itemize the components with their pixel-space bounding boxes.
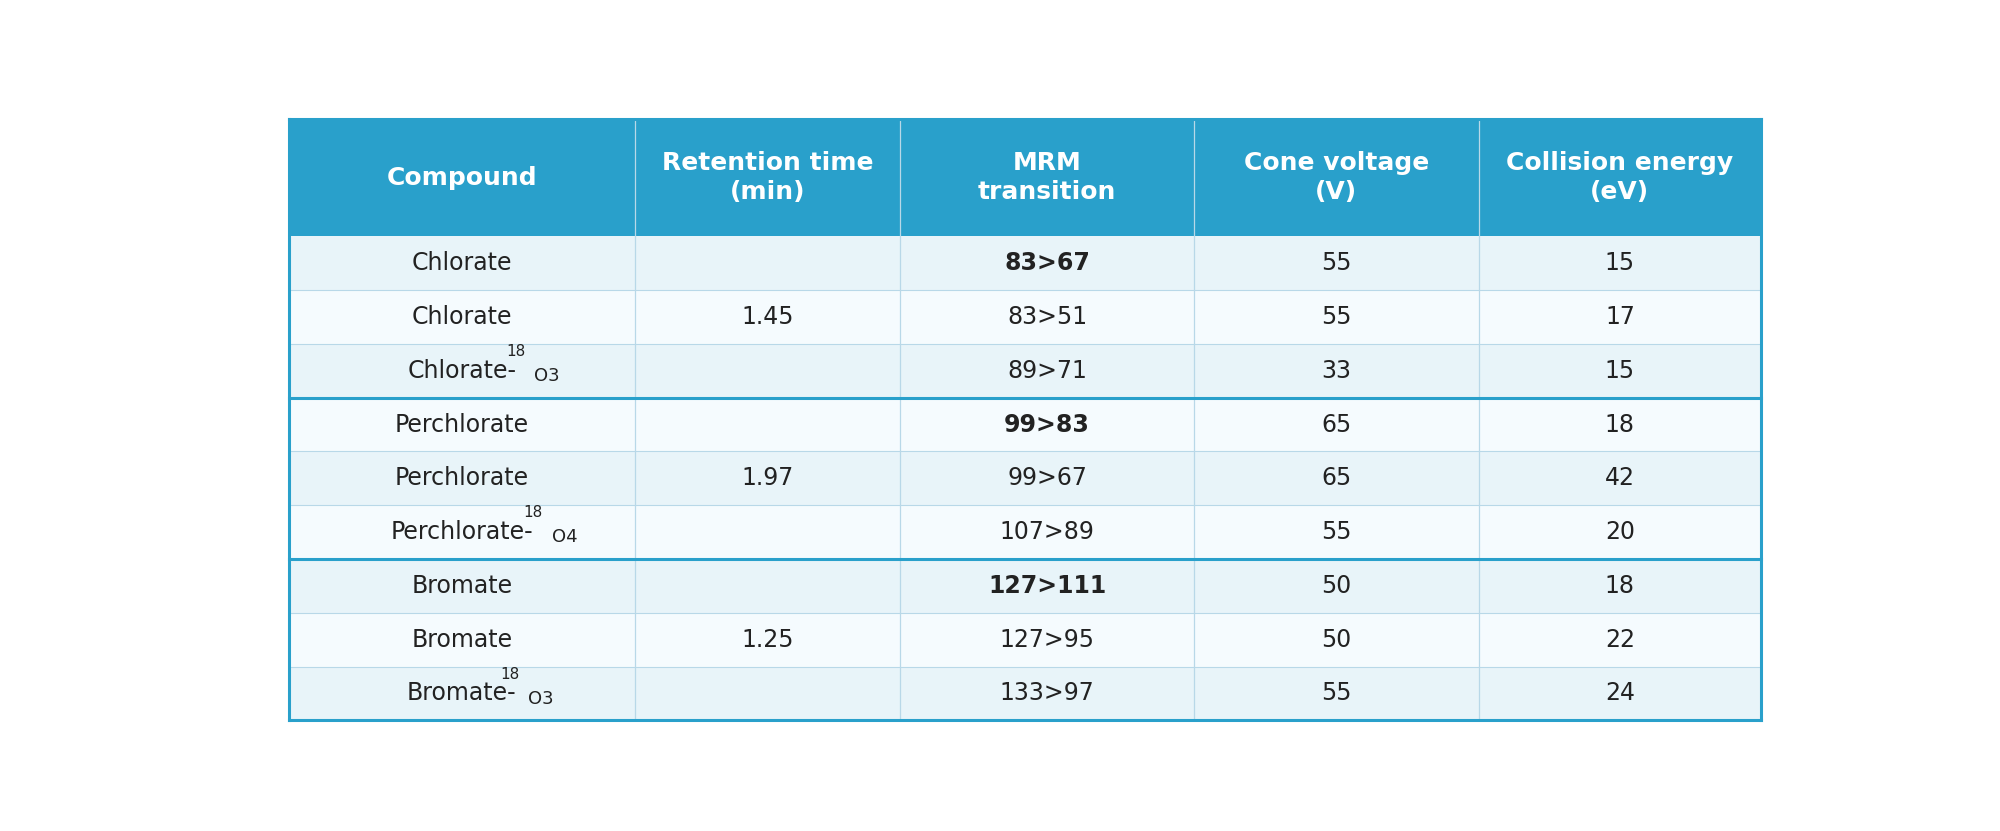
Text: 1.45: 1.45 — [742, 305, 794, 329]
Bar — [288, 290, 1762, 344]
Text: Bromate: Bromate — [412, 574, 512, 597]
Text: 99>67: 99>67 — [1008, 466, 1088, 490]
Text: 127>95: 127>95 — [1000, 627, 1094, 652]
Text: 83>51: 83>51 — [1008, 305, 1088, 329]
Text: 1.97: 1.97 — [742, 466, 794, 490]
Text: 83>67: 83>67 — [1004, 251, 1090, 275]
Bar — [288, 344, 1762, 397]
Text: O3: O3 — [534, 367, 560, 385]
Text: Perchlorate: Perchlorate — [394, 466, 528, 490]
Text: 55: 55 — [1322, 520, 1352, 544]
Text: Bromate-: Bromate- — [406, 681, 516, 706]
Text: 18: 18 — [500, 666, 520, 681]
Text: 50: 50 — [1322, 627, 1352, 652]
Bar — [288, 397, 1762, 451]
Text: 18: 18 — [1604, 574, 1634, 597]
Bar — [288, 666, 1762, 720]
Text: 22: 22 — [1604, 627, 1634, 652]
Bar — [288, 119, 1762, 236]
Text: 99>83: 99>83 — [1004, 412, 1090, 436]
Text: 1.25: 1.25 — [742, 627, 794, 652]
Bar — [288, 505, 1762, 559]
Text: Chlorate: Chlorate — [412, 305, 512, 329]
Text: 15: 15 — [1604, 251, 1634, 275]
Bar — [288, 236, 1762, 290]
Text: Chlorate-: Chlorate- — [408, 359, 516, 383]
Text: Perchlorate: Perchlorate — [394, 412, 528, 436]
Text: 107>89: 107>89 — [1000, 520, 1094, 544]
Text: Chlorate: Chlorate — [412, 251, 512, 275]
Text: Collision energy
(eV): Collision energy (eV) — [1506, 151, 1734, 204]
Text: 42: 42 — [1604, 466, 1634, 490]
Text: 89>71: 89>71 — [1008, 359, 1088, 383]
Text: O3: O3 — [528, 690, 554, 708]
Text: 55: 55 — [1322, 305, 1352, 329]
Text: Cone voltage
(V): Cone voltage (V) — [1244, 151, 1430, 204]
Text: 50: 50 — [1322, 574, 1352, 597]
Text: 65: 65 — [1322, 412, 1352, 436]
Text: Bromate: Bromate — [412, 627, 512, 652]
Bar — [288, 612, 1762, 666]
Bar — [288, 559, 1762, 612]
Text: MRM
transition: MRM transition — [978, 151, 1116, 204]
Text: 55: 55 — [1322, 251, 1352, 275]
Text: O4: O4 — [552, 529, 578, 547]
Text: Compound: Compound — [386, 165, 538, 189]
Text: 24: 24 — [1604, 681, 1634, 706]
Bar — [288, 451, 1762, 505]
Text: 17: 17 — [1604, 305, 1634, 329]
Text: 20: 20 — [1604, 520, 1634, 544]
Text: 15: 15 — [1604, 359, 1634, 383]
Text: 18: 18 — [524, 505, 544, 520]
Text: 133>97: 133>97 — [1000, 681, 1094, 706]
Text: 65: 65 — [1322, 466, 1352, 490]
Text: Retention time
(min): Retention time (min) — [662, 151, 874, 204]
Text: 18: 18 — [1604, 412, 1634, 436]
Text: 18: 18 — [506, 344, 526, 359]
Text: Perchlorate-: Perchlorate- — [390, 520, 534, 544]
Text: 33: 33 — [1322, 359, 1352, 383]
Text: 127>111: 127>111 — [988, 574, 1106, 597]
Text: 55: 55 — [1322, 681, 1352, 706]
